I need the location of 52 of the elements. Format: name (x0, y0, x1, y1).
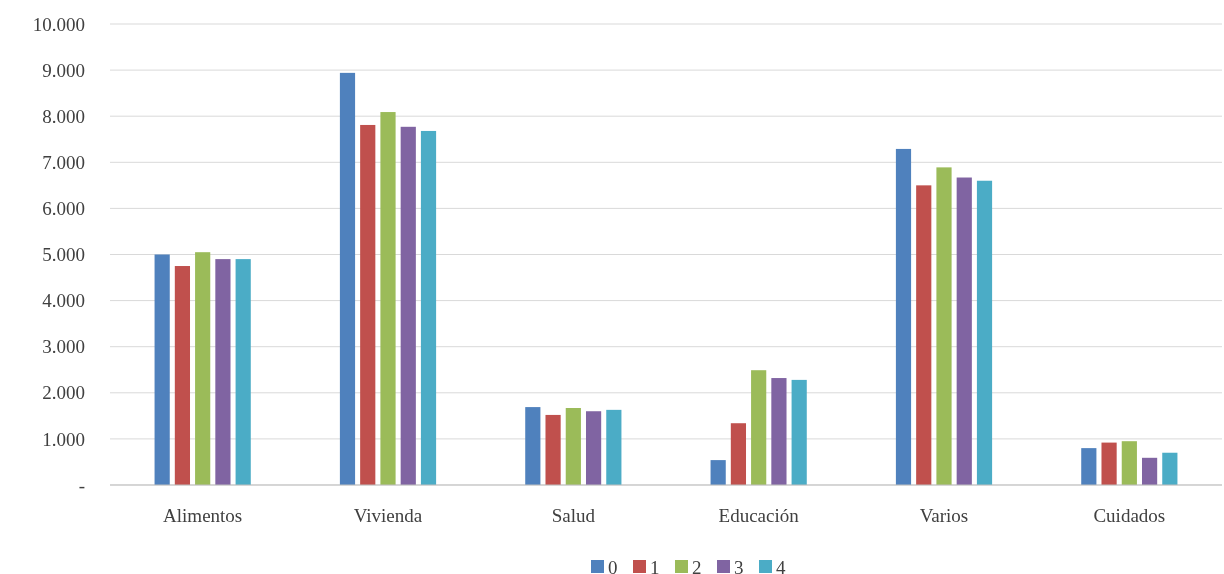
bar (195, 252, 211, 485)
y-tick-label: 4.000 (42, 290, 85, 312)
bar (235, 259, 251, 485)
x-tick-label: Varios (919, 505, 969, 526)
y-tick-label: 8.000 (42, 105, 85, 127)
x-tick-label: Alimentos (163, 505, 243, 526)
bar (380, 112, 396, 485)
bar (585, 411, 602, 485)
bar (730, 423, 747, 485)
legend-label: 4 (776, 556, 786, 574)
bar (174, 266, 191, 485)
y-tick-label: 9.000 (42, 59, 85, 81)
x-tick-label: Cuidados (1093, 505, 1166, 526)
y-tick-label: 1.000 (42, 428, 85, 450)
y-tick-label: 3.000 (42, 336, 85, 358)
legend-label: 2 (692, 556, 702, 574)
x-tick-label: Salud (551, 505, 596, 526)
bar (936, 167, 952, 485)
bar (916, 185, 932, 485)
bar (771, 378, 787, 485)
bar (339, 72, 356, 485)
y-tick-label: 6.000 (42, 198, 85, 220)
bar (710, 460, 726, 485)
bar (1081, 448, 1097, 485)
bar (895, 148, 912, 485)
bar (1121, 441, 1137, 485)
bar (1162, 452, 1178, 485)
bar (791, 379, 807, 485)
bar (976, 180, 993, 485)
legend-label: 1 (650, 556, 660, 574)
bar (751, 370, 767, 485)
legend-label: 0 (608, 556, 618, 574)
x-tick-label: Vivienda (353, 505, 423, 526)
bar (400, 126, 416, 485)
bar (360, 124, 376, 485)
y-tick-label: 2.000 (42, 382, 85, 404)
bar (525, 407, 541, 485)
legend-label: 3 (734, 556, 744, 574)
y-tick-label: 10.000 (32, 13, 85, 35)
bar (956, 177, 972, 485)
bar (1141, 457, 1158, 485)
y-tick-label: - (78, 474, 85, 496)
bar (1101, 442, 1117, 485)
bar (154, 254, 170, 485)
y-tick-label: 5.000 (42, 244, 85, 266)
bar (606, 409, 622, 485)
y-tick-label: 7.000 (42, 151, 85, 173)
bar (565, 408, 581, 485)
x-tick-label: Educación (718, 505, 800, 526)
bar (215, 259, 231, 485)
bar (545, 414, 561, 485)
bar (420, 130, 437, 485)
